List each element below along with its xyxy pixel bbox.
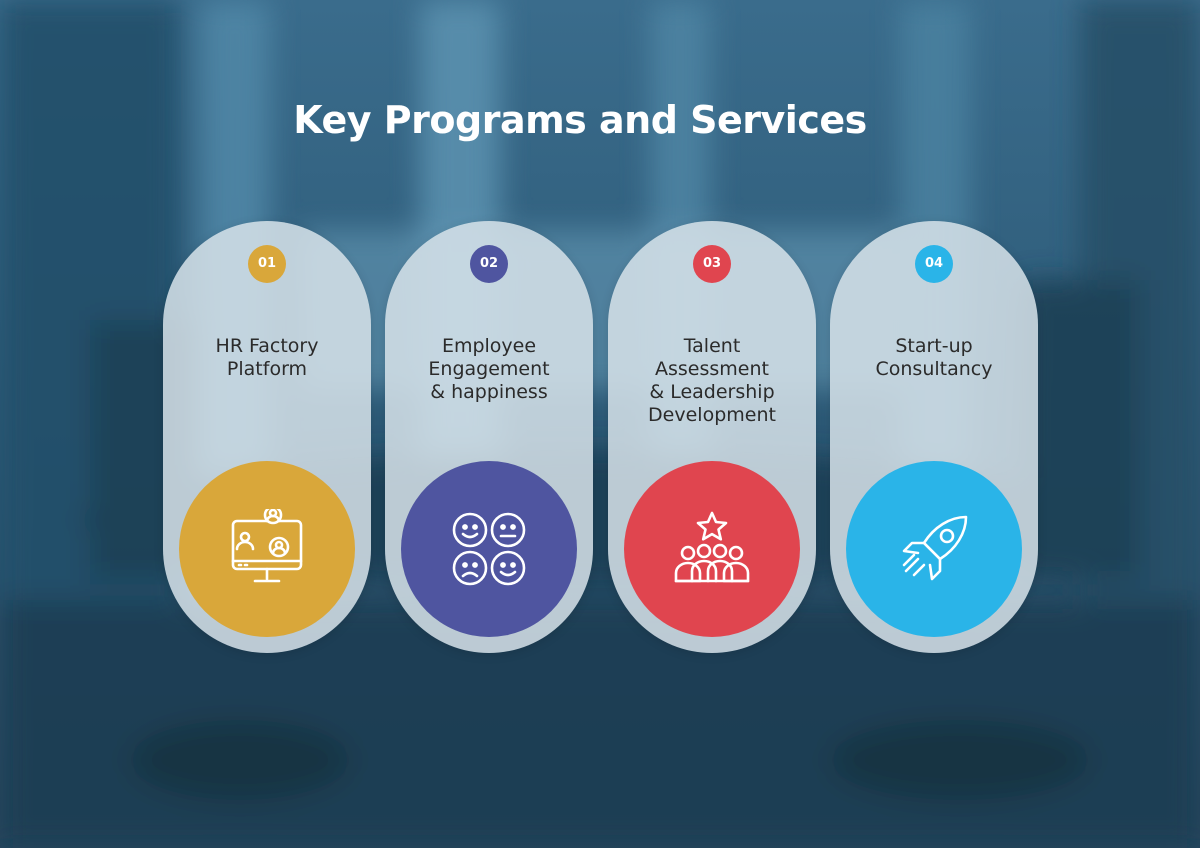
card-icon-circle bbox=[846, 461, 1022, 637]
card-icon-circle bbox=[401, 461, 577, 637]
card-number-badge: 01 bbox=[248, 245, 286, 283]
video-conference-icon bbox=[231, 509, 303, 583]
service-card-talent-assessment: 03 Talent Assessment & Leadership Develo… bbox=[608, 221, 816, 653]
card-label: HR Factory Platform bbox=[215, 335, 319, 380]
card-number-badge: 02 bbox=[470, 245, 508, 283]
card-label: Start-up Consultancy bbox=[875, 335, 993, 380]
card-number-badge: 03 bbox=[693, 245, 731, 283]
rocket-icon bbox=[902, 515, 968, 581]
card-label: Talent Assessment & Leadership Developme… bbox=[648, 335, 776, 426]
service-card-hr-factory: 01 HR Factory Platform bbox=[163, 221, 371, 653]
service-card-employee-engagement: 02 Employee Engagement & happiness bbox=[385, 221, 593, 653]
card-icon-circle bbox=[179, 461, 355, 637]
service-card-startup-consultancy: 04 Start-up Consultancy bbox=[830, 221, 1038, 653]
card-number-badge: 04 bbox=[915, 245, 953, 283]
emotions-faces-icon bbox=[452, 512, 526, 586]
page-title: Key Programs and Services bbox=[293, 98, 867, 142]
team-star-icon bbox=[674, 511, 750, 583]
card-label: Employee Engagement & happiness bbox=[428, 335, 550, 403]
card-icon-circle bbox=[624, 461, 800, 637]
